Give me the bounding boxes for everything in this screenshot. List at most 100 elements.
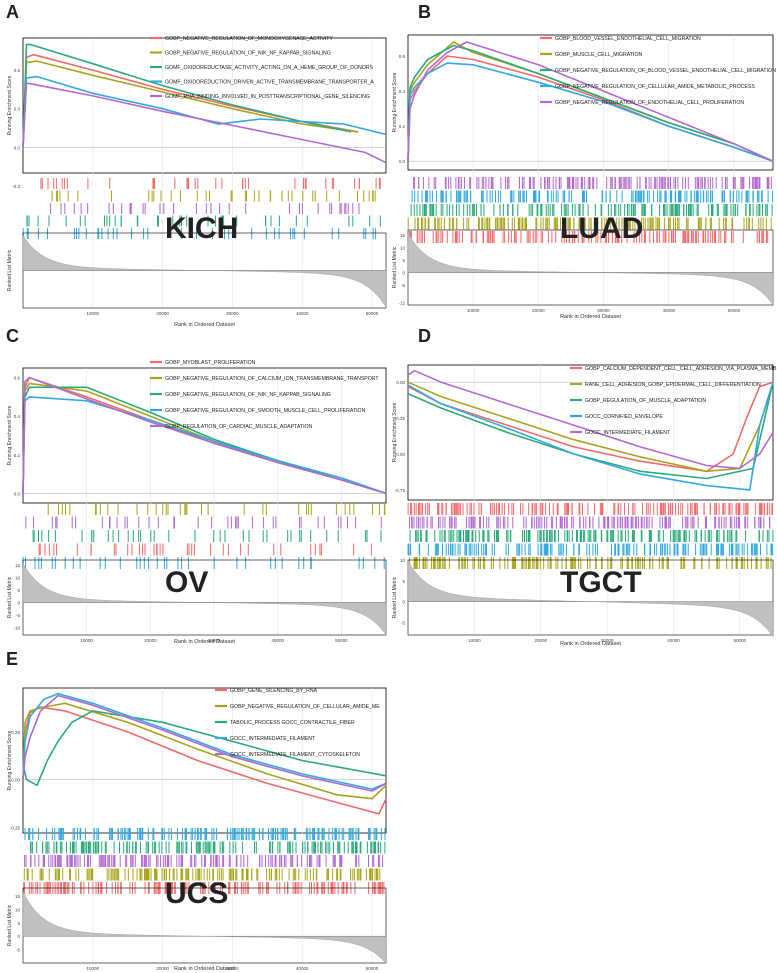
cancer-type-label: UCS	[165, 877, 228, 910]
legend-label: TABOLIC_PROCESS GOCC_CONTRACTILE_FIBER	[230, 720, 355, 726]
y-tick-label: 0.0	[14, 491, 21, 496]
rank-metric-area	[22, 234, 387, 308]
series-line	[407, 382, 774, 480]
legend-label: GOBP_NEGATIVE_REGULATION_OF_MONOOXYGENAS…	[165, 36, 333, 42]
legend-label: GOBP_NEGATIVE_REGULATION_OF_NIK_NF_KAPPA…	[165, 392, 331, 398]
panel-letter: D	[418, 326, 431, 346]
es-frame	[22, 687, 387, 834]
y-tick-label: 0.4	[399, 89, 406, 94]
x-tick-label: 10000	[80, 638, 93, 643]
panel-e: E 0.25 0.00 -0.25 Running Enrichment Score GO…	[6, 649, 387, 972]
rank-tick-label: 10	[15, 907, 21, 912]
legend-label: GOMF_RNA_BINDING_INVOLVED_IN_POSTTRANSCR…	[165, 94, 370, 100]
legend-label: GOBP_NEGATIVE_REGULATION_OF_SMOOTH_MUSCL…	[165, 408, 366, 414]
x-tick-label: 20000	[144, 638, 157, 643]
legend-label: GOMF_OXIDOREDUCTASE_ACTIVITY_ACTING_ON_A…	[165, 65, 374, 71]
rank-tick-label: 5	[17, 588, 20, 593]
legend-label: GOCC_CORNIFIED_ENVELOPE	[585, 414, 663, 420]
series-line	[407, 62, 774, 162]
es-axis-label: Running Enrichment Score	[7, 730, 13, 790]
x-tick-label: 50000	[734, 638, 747, 643]
rank-axis-label: Ranked List Metric	[7, 576, 13, 618]
y-tick-label: 0.00	[11, 778, 20, 783]
x-tick-label: 10000	[468, 638, 481, 643]
series-line	[407, 41, 774, 162]
es-axis-label: Running Enrichment Score	[7, 405, 13, 465]
rank-tick-label: 0	[17, 934, 20, 939]
x-tick-label: 40000	[296, 311, 309, 316]
legend-label: GOBP_MYOBLAST_PROLIFERATION	[165, 360, 256, 366]
series-line	[22, 702, 387, 800]
legend-label: GOBP_BLOOD_VESSEL_ENDOTHELIAL_CELL_MIGRA…	[555, 36, 701, 42]
x-tick-label: 40000	[271, 638, 284, 643]
cancer-type-label: TGCT	[560, 566, 642, 599]
x-tick-label: 50000	[366, 966, 379, 971]
legend-label: GOCC_INTERMEDIATE_FILAMENT	[230, 736, 316, 742]
legend-label: GOBP_NEGATIVE_REGULATION_OF_CALCIUM_ION_…	[165, 376, 379, 382]
panel-letter: B	[418, 2, 431, 22]
x-tick-label: 40000	[662, 308, 675, 313]
cancer-type-label: LUAD	[560, 212, 643, 245]
legend-label: GOBP_GENE_SILENCING_BY_RNA	[230, 688, 318, 694]
es-axis-label: Running Enrichment Score	[392, 402, 398, 462]
x-tick-label: 40000	[667, 638, 680, 643]
rank-tick-label: 10	[15, 576, 21, 581]
x-tick-label: 30000	[601, 638, 614, 643]
rank-tick-label: 10	[400, 558, 406, 563]
cancer-type-label: KICH	[165, 212, 238, 245]
series-line	[407, 381, 774, 473]
x-tick-label: 30000	[597, 308, 610, 313]
rank-tick-label: -5	[401, 621, 405, 626]
y-tick-label: -0.75	[395, 488, 406, 493]
y-tick-label: 0.6	[14, 68, 21, 73]
panel-letter: A	[6, 2, 19, 22]
series-line	[22, 376, 387, 495]
y-tick-label: -0.50	[395, 452, 406, 457]
panel-a: A 0.6 0.3 0.0 -0.3 Running Enrichment Score GO…	[6, 2, 387, 328]
rank-tick-label: -5	[401, 283, 405, 288]
y-tick-label: -0.25	[395, 416, 406, 421]
x-tick-label: 10000	[87, 966, 100, 971]
legend-label: GOCC_INTERMEDIATE_FILAMENT_CYTOSKELETON	[230, 752, 360, 758]
rank-tick-label: -12	[398, 301, 405, 306]
series-line	[407, 381, 774, 491]
x-tick-label: 10000	[87, 311, 100, 316]
es-axis-label: Running Enrichment Score	[7, 75, 13, 135]
rank-tick-label: 5	[402, 579, 405, 584]
legend-label: GOBP_CALCIUM_DEPENDENT_CELL_CELL_ADHESIO…	[585, 366, 777, 372]
rank-tick-label: 0	[402, 271, 405, 276]
x-axis-label: Rank in Ordered Dataset	[174, 639, 235, 645]
rank-tick-label: 5	[17, 921, 20, 926]
y-tick-label: 0.25	[11, 730, 20, 735]
y-tick-label: 0.6	[14, 376, 21, 381]
x-tick-label: 20000	[532, 308, 545, 313]
rank-tick-label: 15	[15, 563, 21, 568]
series-line	[22, 710, 387, 787]
y-tick-label: -0.25	[10, 825, 21, 830]
x-tick-label: 20000	[156, 311, 169, 316]
series-line	[22, 706, 387, 815]
x-tick-label: 30000	[226, 966, 239, 971]
rank-axis-label: Ranked List Metric	[7, 904, 13, 946]
x-tick-label: 50000	[728, 308, 741, 313]
rank-tick-label: 5	[402, 258, 405, 263]
rank-tick-label: 15	[400, 233, 406, 238]
x-tick-label: 10000	[467, 308, 480, 313]
x-tick-label: 30000	[208, 638, 221, 643]
y-tick-label: 0.00	[396, 380, 405, 385]
series-line	[22, 694, 387, 792]
rank-tick-label: 10	[400, 246, 406, 251]
legend-label: GOBP_REGULATION_OF_MUSCLE_ADAPTATION	[585, 398, 706, 404]
rank-tick-label: 0	[402, 600, 405, 605]
x-axis-label: Rank in Ordered Dataset	[560, 641, 621, 647]
x-axis-label: Rank in Ordered Dataset	[174, 322, 235, 328]
rank-axis-label: Ranked List Metric	[392, 576, 398, 618]
x-axis-label: Rank in Ordered Dataset	[560, 314, 621, 320]
x-tick-label: 50000	[366, 311, 379, 316]
panel-d: D 0.00 -0.25 -0.50 -0.75 Running Enrichment S…	[392, 326, 777, 647]
rank-tick-label: 15	[15, 894, 21, 899]
series-line	[407, 369, 774, 470]
rank-tick-label: -5	[16, 613, 20, 618]
series-line	[22, 82, 387, 164]
es-frame	[407, 34, 774, 171]
